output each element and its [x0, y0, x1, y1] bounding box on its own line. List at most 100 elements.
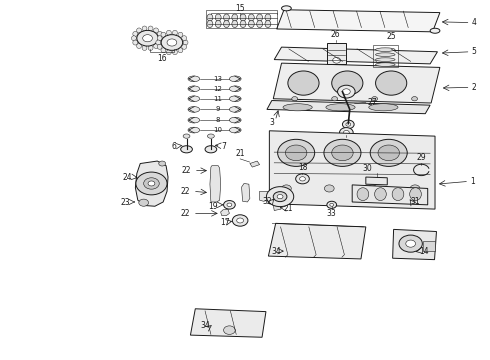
Circle shape: [237, 218, 244, 223]
Text: 34: 34: [200, 321, 210, 330]
Circle shape: [370, 139, 407, 166]
Circle shape: [144, 178, 159, 189]
Ellipse shape: [207, 134, 214, 138]
Ellipse shape: [178, 48, 183, 53]
Text: 9: 9: [216, 107, 220, 112]
Ellipse shape: [265, 21, 271, 28]
Circle shape: [343, 89, 350, 94]
Bar: [423, 241, 435, 251]
Text: 28: 28: [337, 139, 346, 148]
Ellipse shape: [167, 50, 172, 55]
Polygon shape: [267, 100, 430, 114]
Ellipse shape: [332, 71, 363, 95]
Text: 29: 29: [416, 153, 426, 162]
Text: 22: 22: [181, 187, 191, 196]
Ellipse shape: [167, 30, 172, 35]
Ellipse shape: [181, 146, 193, 153]
Ellipse shape: [229, 117, 241, 123]
Ellipse shape: [133, 40, 138, 45]
Text: 11: 11: [213, 96, 222, 102]
Ellipse shape: [205, 146, 217, 153]
Ellipse shape: [183, 40, 188, 45]
Ellipse shape: [178, 32, 183, 37]
Circle shape: [143, 35, 152, 42]
Ellipse shape: [288, 71, 319, 95]
Polygon shape: [242, 184, 250, 202]
Ellipse shape: [161, 48, 166, 53]
Ellipse shape: [369, 104, 398, 111]
Ellipse shape: [157, 40, 162, 45]
Circle shape: [299, 177, 305, 181]
Ellipse shape: [375, 63, 395, 66]
Polygon shape: [273, 204, 281, 211]
Ellipse shape: [248, 21, 254, 28]
Ellipse shape: [207, 14, 213, 21]
Ellipse shape: [257, 14, 263, 21]
Ellipse shape: [223, 21, 229, 28]
Ellipse shape: [392, 188, 404, 201]
Ellipse shape: [240, 21, 246, 28]
Ellipse shape: [137, 44, 142, 49]
Ellipse shape: [375, 48, 395, 51]
Text: 25: 25: [386, 32, 396, 41]
Ellipse shape: [375, 53, 395, 57]
Polygon shape: [191, 309, 266, 337]
Ellipse shape: [161, 32, 166, 37]
Polygon shape: [260, 191, 269, 201]
Ellipse shape: [375, 58, 395, 61]
Ellipse shape: [326, 104, 355, 111]
Text: 5: 5: [471, 47, 476, 56]
Circle shape: [332, 96, 338, 101]
Circle shape: [399, 235, 422, 252]
Ellipse shape: [248, 14, 254, 21]
Ellipse shape: [215, 21, 221, 28]
Text: 18: 18: [298, 163, 307, 172]
Ellipse shape: [156, 40, 161, 45]
Polygon shape: [392, 229, 437, 260]
Text: 30: 30: [362, 164, 372, 173]
Circle shape: [167, 39, 177, 46]
Circle shape: [330, 203, 334, 206]
Text: 17: 17: [220, 218, 229, 227]
Circle shape: [292, 96, 297, 101]
Ellipse shape: [265, 14, 271, 21]
Ellipse shape: [283, 104, 312, 111]
Ellipse shape: [430, 28, 440, 33]
Circle shape: [343, 120, 354, 129]
Ellipse shape: [159, 36, 164, 41]
Polygon shape: [250, 161, 260, 167]
Ellipse shape: [229, 127, 241, 133]
Circle shape: [286, 145, 307, 161]
Ellipse shape: [188, 107, 200, 112]
Ellipse shape: [232, 21, 238, 28]
Circle shape: [232, 215, 248, 226]
Ellipse shape: [240, 14, 246, 21]
Circle shape: [223, 201, 235, 209]
Circle shape: [267, 187, 294, 207]
Ellipse shape: [182, 36, 187, 41]
Ellipse shape: [182, 44, 187, 49]
Circle shape: [412, 96, 417, 101]
Circle shape: [136, 172, 167, 195]
Circle shape: [406, 240, 416, 247]
Text: 4: 4: [471, 18, 476, 27]
Circle shape: [410, 185, 420, 192]
Text: 22: 22: [181, 209, 191, 218]
Ellipse shape: [148, 45, 153, 50]
Text: 12: 12: [213, 86, 222, 92]
Ellipse shape: [157, 31, 162, 36]
Ellipse shape: [157, 36, 162, 41]
Circle shape: [278, 139, 315, 166]
Circle shape: [324, 185, 334, 192]
Circle shape: [139, 199, 148, 206]
Ellipse shape: [188, 86, 200, 92]
Text: 31: 31: [411, 198, 420, 207]
Text: 20: 20: [269, 189, 278, 198]
Ellipse shape: [229, 76, 241, 82]
Ellipse shape: [229, 96, 241, 102]
Ellipse shape: [215, 14, 221, 21]
Text: 24: 24: [122, 172, 132, 181]
Text: 8: 8: [216, 117, 220, 123]
Text: 1: 1: [470, 177, 475, 186]
Ellipse shape: [137, 28, 142, 33]
